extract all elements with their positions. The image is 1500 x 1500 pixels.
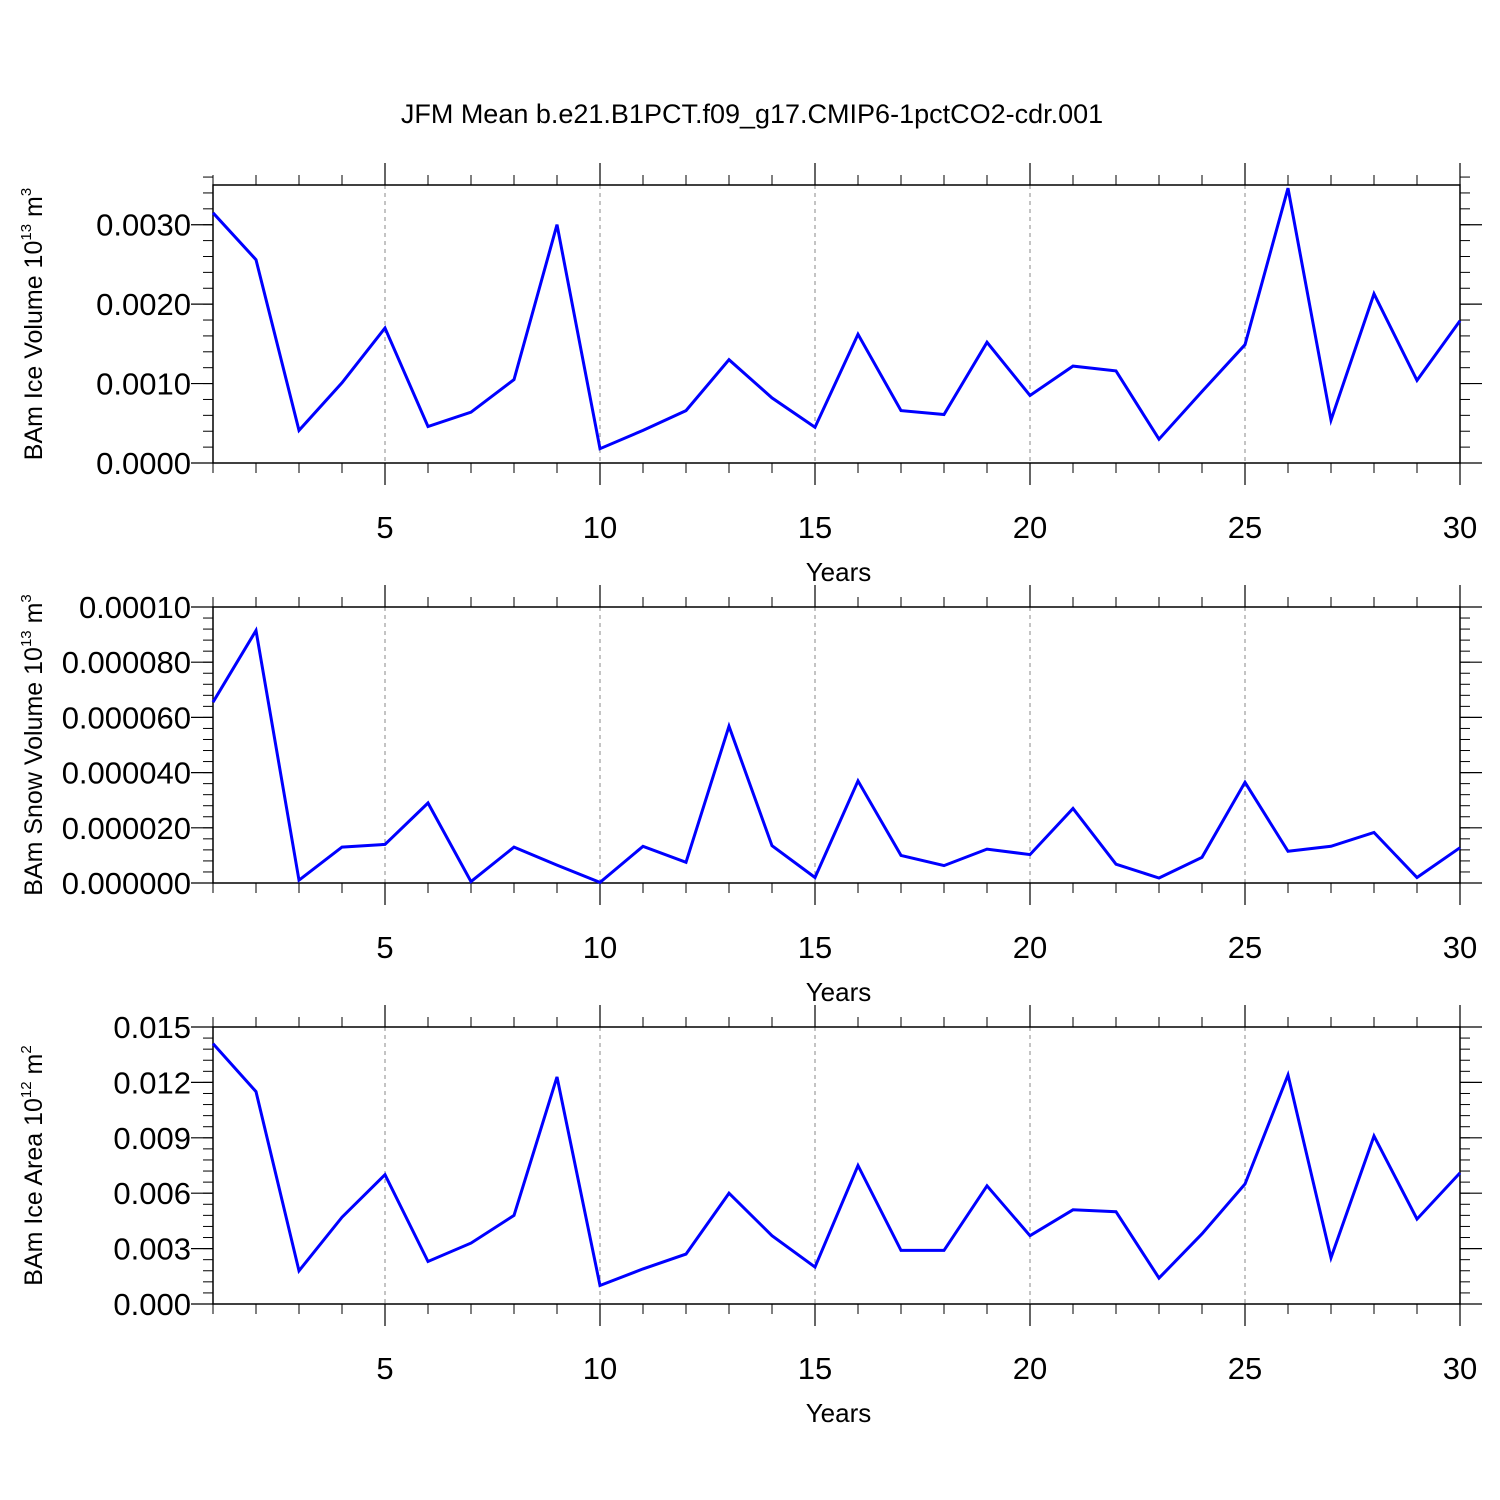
x-tick-label: 30 bbox=[1443, 1351, 1477, 1386]
y-tick-label: 0.00010 bbox=[79, 590, 191, 625]
y-axis-label-text: BAm Ice Area 10 bbox=[20, 1098, 48, 1286]
chart-title: JFM Mean b.e21.B1PCT.f09_g17.CMIP6-1pctC… bbox=[401, 99, 1103, 129]
y-tick-label: 0.0010 bbox=[96, 367, 191, 402]
x-tick-label: 15 bbox=[798, 1351, 832, 1386]
plot-frame bbox=[212, 1026, 1461, 1305]
y-axis-label-unit: m bbox=[20, 196, 48, 224]
y-axis-label-unit: m bbox=[20, 1054, 48, 1082]
x-tick-label: 5 bbox=[376, 930, 393, 965]
y-axis-label: BAm Ice Volume 1013 m3 bbox=[18, 188, 48, 460]
y-tick-label: 0.0000 bbox=[96, 446, 191, 481]
y-axis-label-exponent: 12 bbox=[18, 1081, 35, 1098]
y-axis-label-exponent: 13 bbox=[18, 224, 35, 241]
y-axis-label-text: BAm Ice Volume 10 bbox=[20, 241, 48, 461]
series-line bbox=[211, 187, 1462, 451]
x-tick-label: 10 bbox=[583, 930, 617, 965]
chart-panel-1: 5 10 15 20 25 30 0.0000 0.0010 0.0020 0.0030 Years… bbox=[18, 163, 1482, 587]
y-axis-label: BAm Ice Area 1012 m2 bbox=[18, 1045, 48, 1285]
x-tick-label: 15 bbox=[798, 930, 832, 965]
y-axis-label-exponent: 13 bbox=[18, 630, 35, 647]
chart-panel-2: 5 10 15 20 25 30 0.000000 0.000020 0.000040 0.000… bbox=[18, 585, 1482, 1007]
x-tick-label: 25 bbox=[1228, 930, 1262, 965]
x-tick-label: 20 bbox=[1013, 930, 1047, 965]
y-axis-label: BAm Snow Volume 1013 m3 bbox=[18, 594, 48, 896]
y-tick-label: 0.015 bbox=[113, 1010, 191, 1045]
panels: 5 10 15 20 25 300.00000.00100.00200.0030Years… bbox=[18, 163, 1482, 1428]
y-tick-label: 0.009 bbox=[113, 1121, 191, 1156]
chart-panel-3: 5 10 15 20 25 30 0.000 0.003 0.006 0.009 0.012 0.01… bbox=[18, 1005, 1482, 1428]
x-tick-label: 25 bbox=[1228, 510, 1262, 545]
x-axis-label: Years bbox=[806, 557, 872, 587]
y-tick-label: 0.012 bbox=[113, 1065, 191, 1100]
y-tick-label: 0.0030 bbox=[96, 208, 191, 243]
y-tick-label: 0.000020 bbox=[62, 811, 191, 846]
y-axis-label-unit-exponent: 3 bbox=[18, 188, 35, 196]
y-tick-label: 0.000 bbox=[113, 1287, 191, 1322]
x-tick-label: 10 bbox=[583, 1351, 617, 1386]
x-tick-label: 15 bbox=[798, 510, 832, 545]
y-tick-label: 0.000040 bbox=[62, 756, 191, 791]
y-axis-label-unit: m bbox=[20, 603, 48, 631]
y-tick-label: 0.003 bbox=[113, 1232, 191, 1267]
x-tick-label: 5 bbox=[376, 510, 393, 545]
x-tick-label: 30 bbox=[1443, 930, 1477, 965]
y-axis-label-text: BAm Snow Volume 10 bbox=[20, 647, 48, 896]
plot-frame bbox=[212, 606, 1461, 884]
y-tick-label: 0.000000 bbox=[62, 866, 191, 901]
x-tick-label: 5 bbox=[376, 1351, 393, 1386]
x-axis-label: Years bbox=[806, 977, 872, 1007]
x-tick-label: 20 bbox=[1013, 510, 1047, 545]
y-tick-label: 0.000080 bbox=[62, 645, 191, 680]
x-tick-label: 20 bbox=[1013, 1351, 1047, 1386]
x-tick-label: 25 bbox=[1228, 1351, 1262, 1386]
y-axis-label-unit-exponent: 2 bbox=[18, 1045, 35, 1053]
x-tick-label: 10 bbox=[583, 510, 617, 545]
y-tick-label: 0.006 bbox=[113, 1176, 191, 1211]
series-line bbox=[211, 626, 1461, 885]
y-tick-label: 0.000060 bbox=[62, 700, 191, 735]
x-tick-label: 30 bbox=[1443, 510, 1477, 545]
x-axis-label: Years bbox=[806, 1398, 872, 1428]
series-line bbox=[211, 1042, 1462, 1288]
plot-frame bbox=[212, 184, 1461, 464]
y-axis-label-unit-exponent: 3 bbox=[18, 594, 35, 602]
y-tick-label: 0.0020 bbox=[96, 287, 191, 322]
